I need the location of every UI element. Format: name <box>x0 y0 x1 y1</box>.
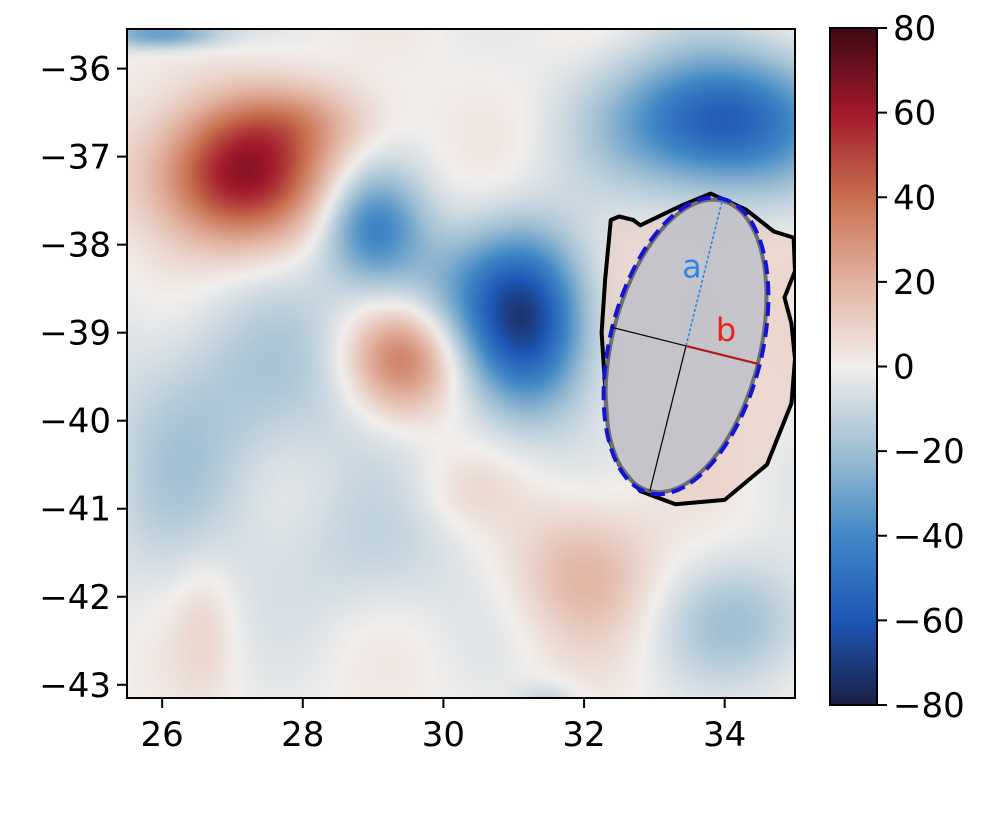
label-a: a <box>682 247 702 285</box>
colorbar-tick-label: −60 <box>893 601 965 641</box>
y-tick-label: −38 <box>39 226 111 266</box>
semi-axis-b <box>685 344 759 365</box>
x-tick-label: 26 <box>141 715 184 755</box>
y-tick-label: −40 <box>39 402 111 442</box>
colorbar-tick-label: 20 <box>893 263 936 303</box>
x-tick-label: 30 <box>422 715 465 755</box>
y-tick-label: −43 <box>39 666 111 706</box>
y-tick-label: −41 <box>39 490 111 530</box>
plot-frame <box>126 28 796 699</box>
y-tick-label: −42 <box>39 578 111 618</box>
minor-axis-line <box>610 326 687 347</box>
colorbar-tick-label: −40 <box>893 517 965 557</box>
y-axis: −36 −37 −38 −39 −40 −41 −42 −43 <box>39 50 127 706</box>
major-axis-line <box>649 345 687 492</box>
colorbar-ticks: 80 60 40 20 0 −20 −40 −60 −80 <box>877 9 965 726</box>
label-b: b <box>716 311 736 349</box>
eddy-annotation: ab <box>599 191 795 507</box>
colorbar-tick-label: 80 <box>893 9 936 49</box>
x-axis: 26 28 30 32 34 <box>141 698 746 755</box>
x-tick-label: 34 <box>703 715 746 755</box>
y-tick-label: −39 <box>39 314 111 354</box>
colorbar: 80 60 40 20 0 −20 −40 −60 −80 <box>829 9 965 726</box>
colorbar-tick-label: −80 <box>893 686 965 726</box>
colorbar-tick-label: −20 <box>893 432 965 472</box>
x-tick-label: 28 <box>281 715 324 755</box>
y-tick-label: −37 <box>39 138 111 178</box>
colorbar-tick-label: 40 <box>893 178 936 218</box>
y-tick-label: −36 <box>39 50 111 90</box>
x-tick-label: 32 <box>562 715 605 755</box>
colorbar-gradient <box>830 28 877 705</box>
colorbar-tick-label: 0 <box>893 348 915 388</box>
colorbar-tick-label: 60 <box>893 94 936 134</box>
